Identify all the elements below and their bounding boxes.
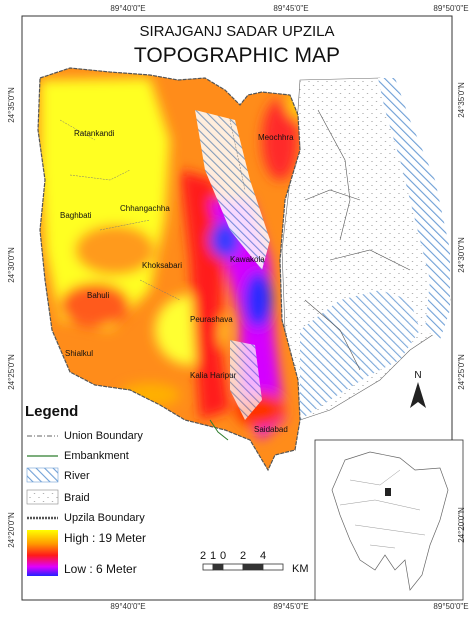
elevation-surface bbox=[38, 68, 300, 470]
place-label: Shialkul bbox=[65, 349, 93, 358]
scale-label: 2 bbox=[200, 550, 206, 562]
map-subtitle: SIRAJGANJ SADAR UPZILA bbox=[139, 23, 334, 40]
legend-item: Upzila Boundary bbox=[64, 512, 145, 524]
scale-label: 0 bbox=[220, 550, 226, 562]
scale-label: 2 bbox=[240, 550, 246, 562]
river-south bbox=[300, 290, 420, 420]
legend-title: Legend bbox=[25, 403, 78, 420]
inset-country bbox=[331, 451, 449, 591]
left-coordinate: 24°20'0"N bbox=[7, 512, 16, 548]
place-label: Peurashava bbox=[190, 315, 233, 324]
top-coordinate: 89°45'0"E bbox=[273, 4, 308, 13]
bottom-coordinate: 89°50'0"E bbox=[433, 602, 468, 611]
place-label: Ratankandi bbox=[74, 129, 115, 138]
river-east bbox=[378, 78, 450, 340]
place-label: Khoksabari bbox=[142, 261, 182, 270]
place-label: Kalia Haripur bbox=[190, 371, 237, 380]
union-boundaries bbox=[59, 119, 246, 301]
left-coordinate: 24°30'0"N bbox=[7, 247, 16, 283]
bottom-coordinate: 89°40'0"E bbox=[110, 602, 145, 611]
place-label: Meochhra bbox=[258, 133, 294, 142]
legend-high: High : 19 Meter bbox=[64, 531, 146, 545]
scale-label: 4 bbox=[260, 550, 266, 562]
left-coordinate: 24°35'0"N bbox=[7, 87, 16, 123]
scale-unit: KM bbox=[292, 563, 309, 575]
top-coordinate: 89°40'0"E bbox=[110, 4, 145, 13]
scale-label: 1 bbox=[210, 550, 216, 562]
legend-item: Embankment bbox=[64, 450, 129, 462]
legend-item: Braid bbox=[64, 492, 90, 504]
embankment-line bbox=[209, 419, 229, 441]
legend-elevation-ramp bbox=[27, 530, 58, 576]
right-coordinate: 24°20'0"N bbox=[457, 507, 466, 543]
legend-braid-symbol bbox=[26, 489, 59, 505]
left-coordinate: 24°25'0"N bbox=[7, 354, 16, 390]
inset-divisions bbox=[339, 469, 426, 549]
place-label: Bahuli bbox=[87, 291, 109, 300]
legend-low: Low : 6 Meter bbox=[64, 562, 137, 576]
top-coordinate: 89°50'0"E bbox=[433, 4, 468, 13]
map-title: TOPOGRAPHIC MAP bbox=[134, 44, 340, 67]
right-coordinate: 24°35'0"N bbox=[457, 82, 466, 118]
scale-bar bbox=[202, 563, 284, 571]
right-coordinate: 24°30'0"N bbox=[457, 237, 466, 273]
legend-river-symbol bbox=[26, 467, 59, 483]
place-label: Kawakola bbox=[230, 255, 265, 264]
right-coordinate: 24°25'0"N bbox=[457, 354, 466, 390]
place-label: Saidabad bbox=[254, 425, 288, 434]
upzila-boundary bbox=[37, 67, 301, 472]
legend-item: Union Boundary bbox=[64, 430, 143, 442]
bottom-coordinate: 89°45'0"E bbox=[273, 602, 308, 611]
legend-item: River bbox=[64, 470, 90, 482]
channels bbox=[304, 109, 411, 371]
place-label: Chhangachha bbox=[120, 204, 170, 213]
north-arrow bbox=[410, 382, 426, 408]
inset-study-area bbox=[385, 488, 391, 496]
north-label: N bbox=[414, 370, 421, 381]
place-label: Baghbati bbox=[60, 211, 92, 220]
